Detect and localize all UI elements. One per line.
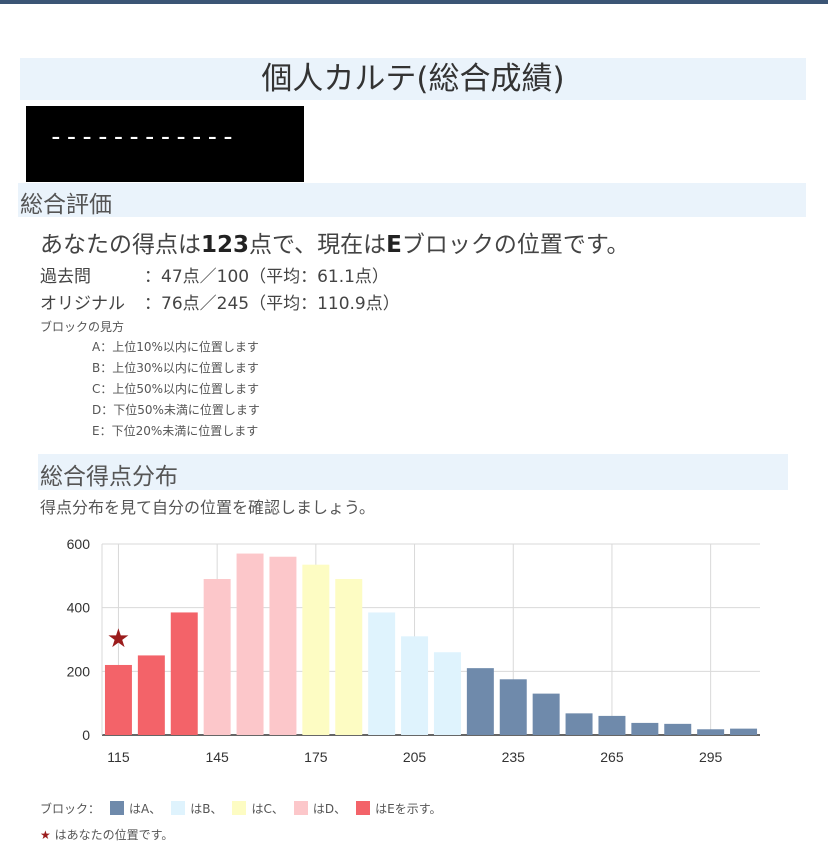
bar-245: [532, 693, 560, 735]
legend-swatch-e: [356, 801, 371, 815]
legend-label-e: はEを示す。: [375, 802, 442, 816]
block-guide-item: A：上位10%以内に位置します: [92, 340, 259, 354]
legend-swatch-a: [110, 801, 125, 815]
legend-label-a: はA、: [129, 802, 162, 816]
redacted-name-box: ------------: [26, 106, 304, 182]
section-overall-header: 総合評価: [18, 183, 806, 218]
page-title: 個人カルテ(総合成績): [261, 61, 565, 97]
score-summary-mid: 点で、現在は: [249, 232, 387, 258]
legend-prefix: ブロック：: [40, 802, 101, 816]
score-summary-pre: あなたの得点は: [40, 232, 201, 258]
bar-165: [269, 556, 297, 735]
y-tick-label: 0: [82, 727, 90, 743]
y-tick-label: 400: [67, 600, 91, 616]
bar-275: [631, 722, 659, 735]
block-guide-item: B：上位30%以内に位置します: [92, 361, 259, 375]
legend-star-text: はあなたの位置です。: [54, 828, 174, 842]
score-value: 123: [201, 232, 250, 258]
redacted-text: ------------: [48, 122, 236, 152]
block-value: E: [386, 232, 402, 258]
section-overall-title: 総合評価: [20, 192, 112, 218]
dist-subtitle: 得点分布を見て自分の位置を確認しましょう。: [40, 498, 376, 517]
x-tick-label: 265: [600, 749, 624, 765]
bar-145: [203, 579, 231, 735]
bar-195: [368, 612, 396, 735]
block-guide-item: D：下位50%未満に位置します: [92, 403, 260, 417]
bar-175: [302, 564, 330, 735]
original-row: オリジナル ：76点／245（平均：110.9点）: [40, 289, 400, 314]
legend-label-c: はC、: [251, 802, 284, 816]
bar-125: [137, 655, 165, 735]
bar-185: [335, 579, 363, 735]
star-icon: ★: [40, 828, 51, 842]
top-accent-bar: [0, 0, 828, 4]
x-tick-label: 205: [403, 749, 427, 765]
score-summary: あなたの得点は123点で、現在はEブロックの位置です。: [40, 225, 630, 259]
x-tick-label: 175: [304, 749, 328, 765]
block-guide-item: E：下位20%未満に位置します: [92, 424, 259, 438]
bar-225: [466, 668, 494, 735]
bar-215: [433, 652, 461, 735]
bar-235: [499, 679, 527, 735]
past-exam-label: 過去問: [40, 267, 91, 287]
section-dist-header: 総合得点分布: [38, 454, 788, 490]
bar-115: [104, 664, 132, 735]
x-tick-label: 145: [205, 749, 229, 765]
legend-swatch-d: [293, 801, 308, 815]
bar-155: [236, 553, 264, 735]
block-guide-heading: ブロックの見方: [40, 320, 125, 334]
bar-285: [664, 723, 692, 735]
score-distribution-chart: 0 200 400 600 115 145 175 205 235 265 295 ★: [67, 536, 760, 765]
y-tick-label: 200: [67, 663, 91, 679]
past-exam-value: ：47点／100（平均：61.1点）: [144, 267, 389, 287]
bar-265: [598, 715, 626, 735]
legend-swatch-b: [171, 801, 186, 815]
legend-star-note: ★ はあなたの位置です。: [40, 826, 173, 843]
bar-295: [697, 729, 725, 735]
your-position-star-icon: ★: [107, 624, 130, 654]
y-tick-label: 600: [67, 536, 91, 552]
past-exam-row: 過去問 ：47点／100（平均：61.1点）: [40, 262, 389, 287]
original-value: ：76点／245（平均：110.9点）: [144, 294, 400, 314]
x-tick-label: 235: [502, 749, 526, 765]
legend-label-b: はB、: [190, 802, 223, 816]
section-dist-title: 総合得点分布: [40, 464, 178, 490]
legend-swatch-c: [232, 801, 247, 815]
title-band: [20, 58, 806, 100]
legend: ブロック： はA、 はB、 はC、 はD、 はEを示す。: [40, 800, 442, 817]
legend-label-d: はD、: [312, 802, 347, 816]
bar-255: [565, 713, 593, 735]
bar-135: [170, 612, 198, 735]
bar-205: [401, 636, 429, 735]
x-tick-label: 115: [107, 749, 130, 765]
original-label: オリジナル: [40, 294, 125, 314]
block-guide-item: C：上位50%以内に位置します: [92, 382, 260, 396]
bar-305: [730, 728, 758, 735]
score-summary-post: ブロックの位置です。: [401, 232, 630, 258]
x-tick-label: 295: [699, 749, 723, 765]
